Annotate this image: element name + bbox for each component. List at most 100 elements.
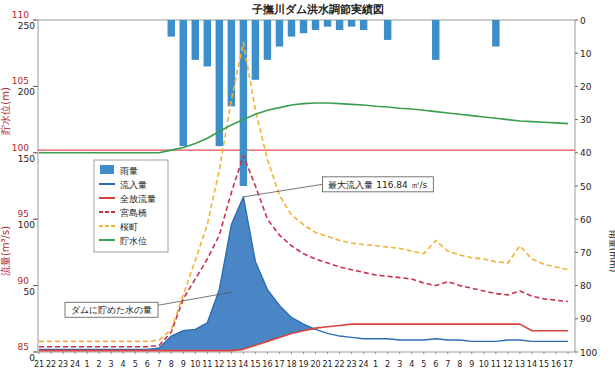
rain-bar — [216, 20, 223, 146]
rain-bar — [408, 20, 415, 21]
y-tick-label: 250 — [18, 21, 35, 31]
y2-tick — [575, 86, 578, 87]
x-tick — [303, 352, 304, 354]
plot-area — [38, 20, 575, 351]
rain-bar — [528, 20, 535, 21]
rain-bar — [480, 20, 487, 21]
x-tick — [399, 352, 400, 354]
rain-bar — [420, 20, 427, 21]
x-tick — [159, 352, 160, 354]
y2-tick — [575, 119, 578, 120]
rain-bar — [131, 20, 138, 21]
y-tick-label: 200 — [18, 87, 35, 97]
x-tick — [568, 352, 569, 354]
x-tick-label: 20 — [310, 360, 320, 369]
x-tick-label: 24 — [70, 360, 80, 369]
legend-swatch — [99, 239, 115, 241]
x-tick-label: 15 — [539, 360, 549, 369]
rain-bar — [552, 20, 559, 21]
x-tick — [243, 352, 244, 354]
reference-line — [38, 150, 575, 151]
rain-bar — [192, 20, 199, 60]
x-tick — [459, 352, 460, 354]
x-tick-label: 10 — [479, 360, 489, 369]
rain-bar — [384, 20, 391, 40]
legend-swatch — [99, 197, 115, 199]
x-tick — [327, 352, 328, 354]
x-tick — [195, 352, 196, 354]
rain-bar — [143, 20, 150, 21]
x-tick — [39, 352, 40, 354]
x-tick-label: 5 — [421, 360, 426, 369]
rain-bar — [324, 20, 331, 27]
x-tick-label: 9 — [181, 360, 186, 369]
rain-bar — [168, 20, 175, 37]
legend-label: 貯水位 — [120, 236, 147, 246]
plot-frame — [38, 20, 575, 352]
x-tick-label: 7 — [445, 360, 450, 369]
y3-tick — [33, 219, 36, 220]
y-tick-label: 150 — [18, 154, 35, 164]
x-tick-label: 22 — [46, 360, 56, 369]
rain-bar — [204, 20, 211, 66]
y2-tick — [575, 285, 578, 286]
y-tick-label: 50 — [24, 287, 36, 297]
rain-bar — [468, 20, 475, 21]
rain-bar — [83, 20, 90, 21]
annotation-box — [65, 302, 158, 317]
x-tick — [99, 352, 100, 354]
legend-label: 流入量 — [120, 180, 147, 190]
x-tick-label: 3 — [109, 360, 114, 369]
rain-bar — [300, 20, 307, 33]
annotation-text: ダムに貯めた水の量 — [71, 305, 152, 315]
x-tick — [135, 352, 136, 354]
x-tick-label: 22 — [334, 360, 344, 369]
x-tick — [531, 352, 532, 354]
y-tick-label: 100 — [18, 220, 35, 230]
annotation-leader — [243, 184, 322, 197]
x-tick-label: 6 — [145, 360, 150, 369]
rain-bar — [95, 20, 102, 21]
x-tick — [447, 352, 448, 354]
x-tick — [363, 352, 364, 354]
x-tick — [351, 352, 352, 354]
y2-tick-label: 40 — [580, 148, 592, 158]
x-tick — [255, 352, 256, 354]
legend-swatch — [99, 225, 115, 227]
series-line — [39, 43, 568, 342]
rain-bar — [71, 20, 78, 21]
y2-tick — [575, 53, 578, 54]
x-tick-label: 1 — [373, 360, 378, 369]
x-tick-label: 13 — [226, 360, 236, 369]
x-tick-label: 1 — [85, 360, 90, 369]
x-tick — [219, 352, 220, 354]
x-tick — [63, 352, 64, 354]
rain-bar — [516, 20, 523, 21]
y2-tick-label: 80 — [580, 281, 592, 291]
rain-bar — [119, 20, 126, 21]
x-tick-label: 5 — [133, 360, 138, 369]
x-tick-label: 18 — [286, 360, 296, 369]
x-tick — [387, 352, 388, 354]
legend-label: 全放流量 — [120, 194, 156, 204]
y3-tick — [33, 152, 36, 153]
rain-bar — [264, 20, 271, 60]
x-tick-label: 8 — [457, 360, 462, 369]
y3-tick — [33, 20, 36, 21]
x-tick — [147, 352, 148, 354]
y3-tick — [33, 352, 36, 353]
y2-tick — [575, 252, 578, 253]
x-tick-label: 14 — [527, 360, 537, 369]
y3-tick-label: 100 — [12, 143, 29, 153]
x-tick — [375, 352, 376, 354]
annotation: ダムに貯めた水の量 — [65, 292, 231, 317]
x-tick — [507, 352, 508, 354]
y3-tick-label: 90 — [18, 276, 30, 286]
x-tick — [123, 352, 124, 354]
rain-bar — [59, 20, 66, 21]
x-tick — [291, 352, 292, 354]
x-tick-label: 21 — [322, 360, 332, 369]
legend-swatch — [100, 165, 114, 174]
rain-bar — [252, 20, 259, 80]
rain-bar — [107, 20, 114, 21]
